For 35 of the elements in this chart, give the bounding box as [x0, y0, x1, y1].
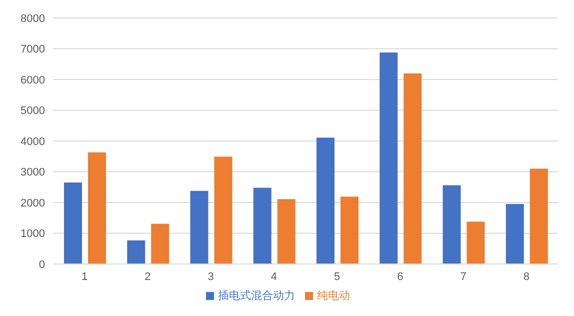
x-tick-label: 2 [144, 270, 151, 283]
y-tick-label: 1000 [20, 228, 45, 240]
bar [404, 73, 422, 264]
x-tick-label: 6 [397, 270, 404, 283]
y-tick-label: 5000 [20, 105, 45, 118]
bar [340, 196, 358, 264]
y-tick-label: 8000 [20, 12, 45, 25]
bar [88, 152, 106, 264]
x-tick-label: 7 [460, 270, 466, 283]
bar [214, 156, 232, 264]
bar [277, 199, 296, 264]
bar [530, 168, 548, 264]
x-tick-label: 8 [523, 270, 530, 283]
bar [127, 240, 146, 264]
x-tick-label: 4 [270, 270, 277, 283]
bar [442, 185, 461, 264]
legend-label: 插电式混合动力 [218, 290, 295, 302]
y-tick-label: 7000 [20, 44, 45, 56]
legend-label: 纯电动 [317, 290, 350, 302]
x-tick-label: 5 [334, 270, 340, 283]
x-tick-label: 3 [208, 270, 214, 283]
y-tick-label: 0 [38, 258, 45, 271]
bar [64, 182, 82, 264]
bar [253, 188, 272, 264]
bar [190, 190, 208, 264]
x-tick-label: 1 [82, 270, 88, 283]
bar [380, 52, 398, 264]
y-tick-label: 3000 [20, 166, 45, 179]
y-tick-label: 6000 [20, 74, 45, 86]
bar [506, 204, 524, 264]
y-tick-label: 2000 [20, 197, 45, 210]
bar [151, 224, 170, 264]
bar [466, 222, 485, 264]
bar [316, 138, 334, 264]
y-tick-label: 4000 [20, 136, 45, 148]
